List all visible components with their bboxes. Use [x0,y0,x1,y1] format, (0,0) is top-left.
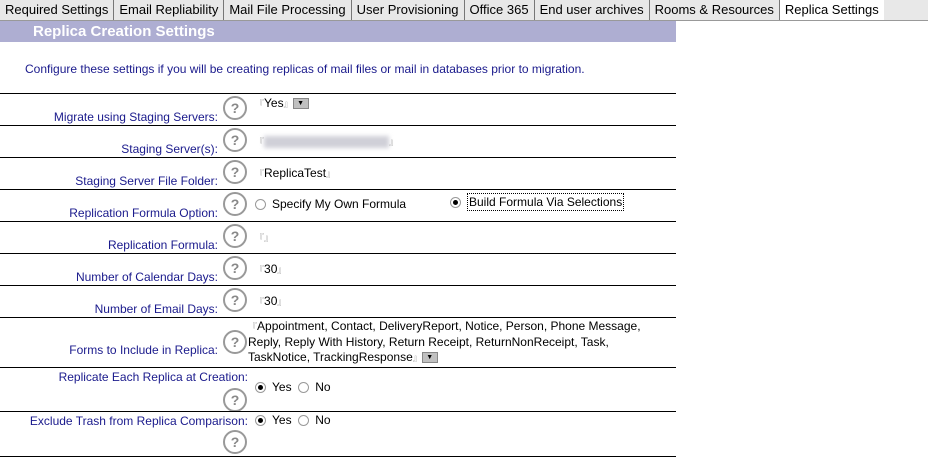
value: Appointment, Contact, DeliveryReport, No… [248,319,641,364]
radio-build[interactable]: Build Formula Via Selections [450,193,625,211]
help-icon[interactable]: ? [223,430,247,454]
formula-input[interactable]: 『』 [255,233,274,243]
tab-bar: Required Settings Email Repliability Mai… [0,0,928,21]
row-servers: Staging Server(s): ? 『』 [0,125,676,157]
servers-input[interactable]: 『』 [255,135,399,148]
help-icon[interactable]: ? [223,388,247,412]
dropdown-arrow-icon[interactable]: ▼ [421,352,438,364]
row-replicate: Replicate Each Replica at Creation: ? Ye… [0,367,676,412]
row-forms: Forms to Include in Replica: ? 『Appointm… [0,317,676,367]
row-trash: Exclude Trash from Replica Comparison: ?… [0,411,676,457]
label: Number of Calendar Days: [75,270,218,284]
label: Number of Email Days: [94,302,218,316]
folder-input[interactable]: 『ReplicaTest』 [255,166,336,180]
value: 30 [264,294,278,308]
label: Forms to Include in Replica: [69,343,218,357]
help-icon[interactable]: ? [223,288,247,312]
row-formula-option: Replication Formula Option: ? Specify My… [0,189,676,221]
trash-radios: Yes No [255,413,331,427]
label: Replicate Each Replica at Creation: [58,370,248,384]
row-formula: Replication Formula: ? 『』 [0,221,676,253]
help-icon[interactable]: ? [223,96,247,120]
help-icon[interactable]: ? [223,330,247,354]
help-icon[interactable]: ? [223,128,247,152]
value: ReplicaTest [264,166,327,180]
staging-select[interactable]: 『Yes』 ▼ [255,96,309,110]
row-folder: Staging Server File Folder: ? 『ReplicaTe… [0,157,676,189]
label: Replication Formula: [107,238,218,252]
forms-select[interactable]: 『Appointment, Contact, DeliveryReport, N… [248,319,641,364]
tab-office-365[interactable]: Office 365 [465,0,535,20]
help-icon[interactable]: ? [223,160,247,184]
row-staging: Migrate using Staging Servers: ? 『Yes』 ▼ [0,93,676,125]
tab-required-settings[interactable]: Required Settings [0,0,115,20]
radio-specify[interactable]: Specify My Own Formula [255,197,406,211]
option-label: Build Formula Via Selections [467,193,625,211]
label: Staging Server File Folder: [75,174,218,188]
tab-user-provisioning[interactable]: User Provisioning [352,0,465,20]
email-days-input[interactable]: 『30』 [255,294,287,308]
option-label: No [315,380,331,394]
tab-rooms-resources[interactable]: Rooms & Resources [650,0,780,20]
option-label: Yes [272,413,292,427]
tab-end-user-archives[interactable]: End user archives [535,0,650,20]
blurred-value [264,135,390,148]
section-title: Replica Creation Settings [0,21,676,42]
option-label: Specify My Own Formula [272,197,407,211]
help-icon[interactable]: ? [223,192,247,216]
replicate-radios: Yes No [255,380,331,394]
radio-yes[interactable]: Yes [255,413,292,427]
label: Replication Formula Option: [69,206,218,220]
help-icon[interactable]: ? [223,224,247,248]
tab-email-repliability[interactable]: Email Repliability [114,0,225,20]
value: Yes [264,96,284,110]
label: Exclude Trash from Replica Comparison: [29,414,248,428]
tab-mail-file-processing[interactable]: Mail File Processing [224,0,352,20]
help-icon[interactable]: ? [223,256,247,280]
radio-no[interactable]: No [298,380,331,394]
row-email-days: Number of Email Days: ? 『30』 [0,285,676,317]
value: 30 [264,262,278,276]
row-cal-days: Number of Calendar Days: ? 『30』 [0,253,676,285]
tab-replica-settings[interactable]: Replica Settings [779,0,884,20]
radio-yes[interactable]: Yes [255,380,292,394]
option-label: Yes [272,380,292,394]
label: Migrate using Staging Servers: [53,110,218,124]
label: Staging Server(s): [121,142,218,156]
cal-days-input[interactable]: 『30』 [255,262,287,276]
option-label: No [315,413,331,427]
description: Configure these settings if you will be … [25,62,585,76]
dropdown-arrow-icon[interactable]: ▼ [292,98,309,110]
radio-no[interactable]: No [298,413,331,427]
